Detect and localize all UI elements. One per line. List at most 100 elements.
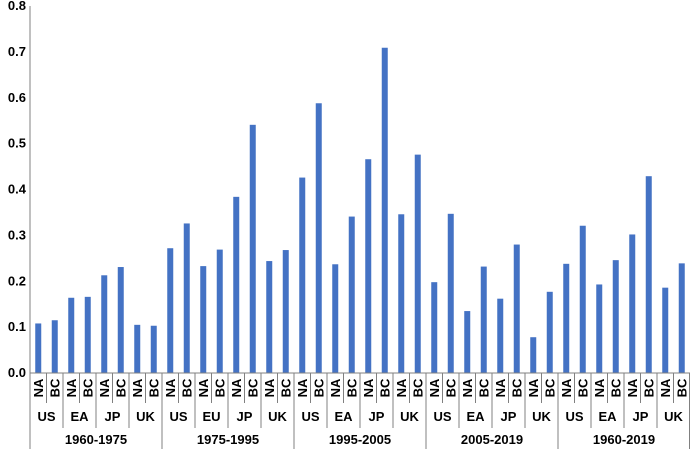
y-axis-ticks: 0.0 0.1 0.2 0.3 0.4 0.5 0.6 0.7 0.8 — [8, 0, 27, 380]
bar-2005-2019-UK-BC — [546, 291, 553, 373]
bar-1975-1995-US-NA — [167, 248, 174, 373]
bar-1960-2019-US-BC — [579, 225, 586, 373]
bar-1960-2019-EA-NA — [596, 284, 603, 373]
bar-1995-2005-JP-NA — [365, 159, 372, 373]
bar-1975-1995-EU-NA — [200, 266, 207, 373]
x-tick-label-series: NA — [559, 378, 574, 397]
bars-layer — [35, 47, 685, 374]
x-tick-label-region: JP — [105, 409, 121, 424]
x-tick-label-series: BC — [212, 378, 227, 397]
y-tick-label: 0.0 — [8, 365, 26, 380]
bar-1960-2019-UK-BC — [678, 263, 685, 373]
x-tick-label-series: BC — [80, 378, 95, 397]
x-tick-label-region: UK — [136, 409, 155, 424]
x-tick-label-series: BC — [476, 378, 491, 397]
x-tick-label-series: BC — [641, 378, 656, 397]
x-tick-label-region: UK — [532, 409, 551, 424]
bar-2005-2019-US-NA — [431, 282, 438, 373]
x-tick-label-series: BC — [278, 378, 293, 397]
bar-1960-2019-UK-NA — [662, 287, 669, 373]
x-tick-label-region: EA — [70, 409, 89, 424]
x-tick-label-series: NA — [361, 378, 376, 397]
x-tick-label-region: US — [37, 409, 55, 424]
x-tick-label-region: US — [169, 409, 187, 424]
bar-1960-1975-JP-BC — [117, 267, 124, 373]
bar-1995-2005-EA-NA — [332, 264, 339, 373]
x-tick-label-period: 1960-1975 — [65, 432, 127, 447]
y-tick-label: 0.1 — [8, 319, 26, 334]
bar-1995-2005-US-BC — [315, 103, 322, 373]
y-tick-label: 0.6 — [8, 90, 26, 105]
bar-1975-1995-UK-BC — [282, 250, 289, 373]
x-tick-label-series: BC — [443, 378, 458, 397]
x-tick-label-region: JP — [369, 409, 385, 424]
bar-1975-1995-JP-BC — [249, 124, 256, 373]
x-tick-label-series: BC — [377, 378, 392, 397]
x-tick-label-series: BC — [311, 378, 326, 397]
x-tick-label-series: BC — [608, 378, 623, 397]
x-tick-label-region: UK — [400, 409, 419, 424]
y-tick-label: 0.5 — [8, 136, 26, 151]
bar-2005-2019-JP-NA — [497, 298, 504, 373]
bar-1975-1995-UK-NA — [266, 261, 273, 373]
y-tick-label: 0.8 — [8, 0, 26, 13]
bar-1995-2005-JP-BC — [381, 47, 388, 374]
bar-1995-2005-UK-BC — [414, 154, 421, 373]
bar-1975-1995-JP-NA — [233, 196, 240, 373]
x-tick-label-region: EA — [334, 409, 353, 424]
x-tick-label-series: NA — [64, 378, 79, 397]
x-tick-label-series: NA — [493, 378, 508, 397]
bar-1960-2019-JP-BC — [645, 176, 652, 373]
bar-1960-2019-JP-NA — [629, 234, 636, 373]
x-tick-label-series: NA — [658, 378, 673, 397]
x-tick-label-period: 2005-2019 — [461, 432, 523, 447]
bar-2005-2019-EA-NA — [464, 311, 471, 373]
x-tick-label-series: NA — [328, 378, 343, 397]
x-tick-label-series: NA — [262, 378, 277, 397]
x-tick-label-series: BC — [146, 378, 161, 397]
bar-1960-1975-EA-BC — [84, 296, 91, 373]
bar-2005-2019-US-BC — [447, 213, 454, 373]
x-tick-label-series: NA — [229, 378, 244, 397]
x-tick-label-region: EU — [202, 409, 220, 424]
bar-1995-2005-US-NA — [299, 177, 306, 373]
x-tick-label-series: BC — [410, 378, 425, 397]
x-tick-label-period: 1960-2019 — [593, 432, 655, 447]
bar-2005-2019-UK-NA — [530, 337, 537, 373]
bar-1960-1975-US-NA — [35, 323, 42, 373]
x-tick-label-series: BC — [344, 378, 359, 397]
x-tick-label-series: BC — [245, 378, 260, 397]
x-tick-label-region: JP — [501, 409, 517, 424]
x-tick-label-series: NA — [394, 378, 409, 397]
bar-2005-2019-JP-BC — [513, 244, 520, 373]
axes-layer — [29, 6, 690, 449]
x-tick-label-region: EA — [598, 409, 617, 424]
x-tick-label-series: BC — [575, 378, 590, 397]
x-tick-label-series: BC — [542, 378, 557, 397]
x-tick-label-series: NA — [196, 378, 211, 397]
bar-1960-1975-EA-NA — [68, 297, 75, 373]
bar-1995-2005-EA-BC — [348, 216, 355, 373]
x-tick-label-series: NA — [31, 378, 46, 397]
x-tick-label-series: NA — [526, 378, 541, 397]
bar-1960-1975-UK-NA — [134, 324, 141, 373]
x-tick-label-series: BC — [674, 378, 689, 397]
x-tick-label-series: NA — [592, 378, 607, 397]
bar-1960-2019-US-NA — [563, 263, 570, 373]
x-tick-label-series: NA — [97, 378, 112, 397]
bar-1960-1975-JP-NA — [101, 275, 108, 373]
x-tick-label-region: US — [433, 409, 451, 424]
y-tick-label: 0.3 — [8, 227, 26, 242]
x-tick-label-series: BC — [47, 378, 62, 397]
x-tick-label-series: NA — [427, 378, 442, 397]
x-tick-label-series: NA — [163, 378, 178, 397]
x-tick-label-region: UK — [268, 409, 287, 424]
x-tick-label-region: JP — [237, 409, 253, 424]
x-tick-label-series: NA — [460, 378, 475, 397]
bar-1960-1975-UK-BC — [150, 325, 157, 373]
x-tick-label-series: NA — [295, 378, 310, 397]
x-tick-label-period: 1975-1995 — [197, 432, 259, 447]
